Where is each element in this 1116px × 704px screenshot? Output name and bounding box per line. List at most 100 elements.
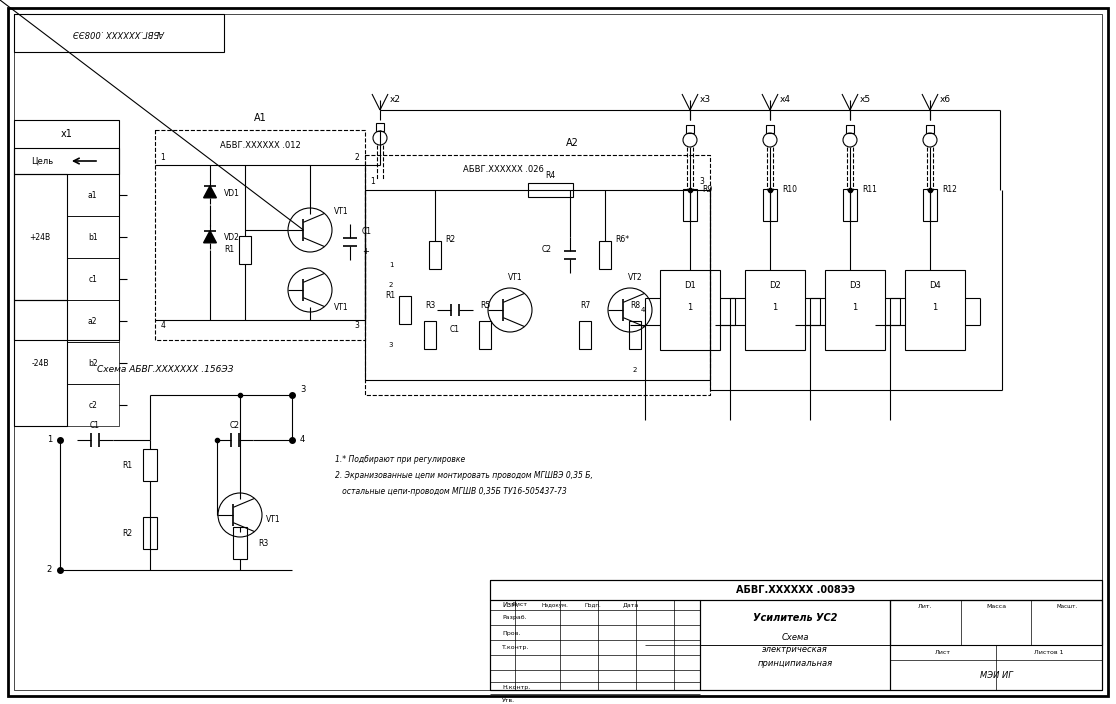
Bar — [239, 236, 251, 264]
Bar — [143, 449, 157, 481]
Bar — [599, 241, 610, 269]
Text: АБВГ.XXXXXX .012: АБВГ.XXXXXX .012 — [220, 141, 300, 149]
Bar — [683, 189, 698, 221]
Bar — [155, 130, 365, 340]
Text: R1: R1 — [224, 246, 234, 255]
Text: Листов 1: Листов 1 — [1035, 650, 1064, 655]
Text: D4: D4 — [930, 280, 941, 289]
Bar — [905, 270, 965, 350]
Text: Усилитель УС2: Усилитель УС2 — [753, 613, 837, 623]
Bar — [365, 155, 710, 395]
Text: R3: R3 — [425, 301, 435, 310]
Text: 1: 1 — [371, 177, 375, 187]
Bar — [700, 600, 889, 690]
Bar — [660, 270, 720, 350]
Text: Изм.: Изм. — [502, 602, 519, 608]
Bar — [67, 342, 119, 384]
Text: -24B: -24B — [31, 358, 49, 367]
Text: остальные цепи-проводом МГШВ 0,35Б ТУ16-505437-73: остальные цепи-проводом МГШВ 0,35Б ТУ16-… — [335, 487, 567, 496]
Text: Цель: Цель — [31, 156, 54, 165]
Text: R2: R2 — [445, 236, 455, 244]
Text: R3: R3 — [258, 539, 268, 548]
Text: 3: 3 — [388, 342, 393, 348]
Text: АБВГ.XXXXXX .026: АБВГ.XXXXXX .026 — [462, 165, 543, 175]
Bar — [424, 321, 436, 349]
Text: R4: R4 — [545, 172, 555, 180]
Text: R5: R5 — [480, 301, 490, 310]
Bar — [67, 258, 119, 300]
Text: c2: c2 — [88, 401, 97, 410]
Bar — [143, 517, 157, 549]
Text: a2: a2 — [88, 317, 97, 325]
Bar — [15, 14, 224, 52]
Bar — [763, 189, 777, 221]
Bar — [429, 241, 441, 269]
Text: 2: 2 — [633, 367, 637, 373]
Bar — [15, 300, 67, 426]
Text: 1.* Подбирают при регулировке: 1.* Подбирают при регулировке — [335, 455, 465, 465]
Bar — [926, 125, 934, 133]
Text: D2: D2 — [769, 280, 781, 289]
Text: C2: C2 — [230, 420, 240, 429]
Text: АБВГ.XXXXXX .008ЭЭ: АБВГ.XXXXXX .008ЭЭ — [73, 28, 165, 37]
Text: VD1: VD1 — [224, 189, 240, 198]
Text: 4: 4 — [300, 436, 306, 444]
Text: Т.контр.: Т.контр. — [502, 646, 529, 650]
Text: VT1: VT1 — [334, 303, 348, 313]
Bar — [629, 321, 641, 349]
Text: R12: R12 — [942, 185, 956, 194]
Text: D1: D1 — [684, 280, 696, 289]
Text: C1: C1 — [362, 227, 372, 237]
Text: +24B: +24B — [30, 232, 51, 241]
Bar — [15, 120, 119, 340]
Text: АБВГ.XXXXXX .008ЭЭ: АБВГ.XXXXXX .008ЭЭ — [737, 585, 856, 595]
Text: 1: 1 — [772, 303, 778, 313]
Text: А1: А1 — [253, 113, 267, 123]
Text: Нэдокум.: Нэдокум. — [541, 603, 568, 608]
Text: 1: 1 — [388, 262, 393, 268]
Bar — [825, 270, 885, 350]
Text: Схема: Схема — [781, 632, 809, 641]
Bar — [490, 580, 1101, 690]
Text: R8: R8 — [629, 301, 641, 310]
Text: a1: a1 — [88, 191, 97, 199]
Text: D3: D3 — [849, 280, 860, 289]
Text: +: + — [362, 248, 369, 256]
Text: 2: 2 — [388, 282, 393, 288]
Text: x4: x4 — [780, 96, 791, 104]
Text: 2: 2 — [47, 565, 52, 574]
Bar — [745, 270, 805, 350]
Text: R6*: R6* — [615, 236, 629, 244]
Bar — [686, 125, 694, 133]
Text: R7: R7 — [580, 301, 590, 310]
Text: VT1: VT1 — [334, 208, 348, 217]
Text: x5: x5 — [860, 96, 872, 104]
Text: Подп.: Подп. — [585, 603, 602, 608]
Bar — [479, 321, 491, 349]
Text: x1: x1 — [60, 129, 73, 139]
Bar — [67, 216, 119, 258]
Text: 1: 1 — [161, 153, 165, 163]
Bar — [376, 123, 384, 131]
Polygon shape — [203, 231, 217, 243]
Text: электрическая: электрическая — [762, 646, 828, 655]
Text: 3: 3 — [700, 177, 704, 187]
Text: x2: x2 — [389, 96, 401, 104]
Text: VT1: VT1 — [266, 515, 280, 524]
Text: Лит.: Лит. — [918, 605, 933, 610]
Text: b1: b1 — [88, 232, 97, 241]
Text: Дата: Дата — [623, 603, 639, 608]
Text: 1: 1 — [932, 303, 937, 313]
Text: 3: 3 — [355, 320, 359, 329]
Bar — [846, 125, 854, 133]
Bar — [889, 600, 1101, 645]
Text: R1: R1 — [385, 291, 395, 299]
Text: 4: 4 — [641, 307, 645, 313]
Text: Схема АБВГ.XXXXXXX .156ЭЗ: Схема АБВГ.XXXXXXX .156ЭЗ — [97, 365, 233, 375]
Text: C1: C1 — [450, 325, 460, 334]
Bar — [490, 600, 700, 690]
Text: 2. Экранизованные цепи монтировать проводом МГШВЭ 0,35 Б,: 2. Экранизованные цепи монтировать прово… — [335, 472, 593, 481]
Text: Масшт.: Масшт. — [1056, 605, 1077, 610]
Bar — [528, 183, 573, 197]
Text: 2: 2 — [355, 153, 359, 163]
